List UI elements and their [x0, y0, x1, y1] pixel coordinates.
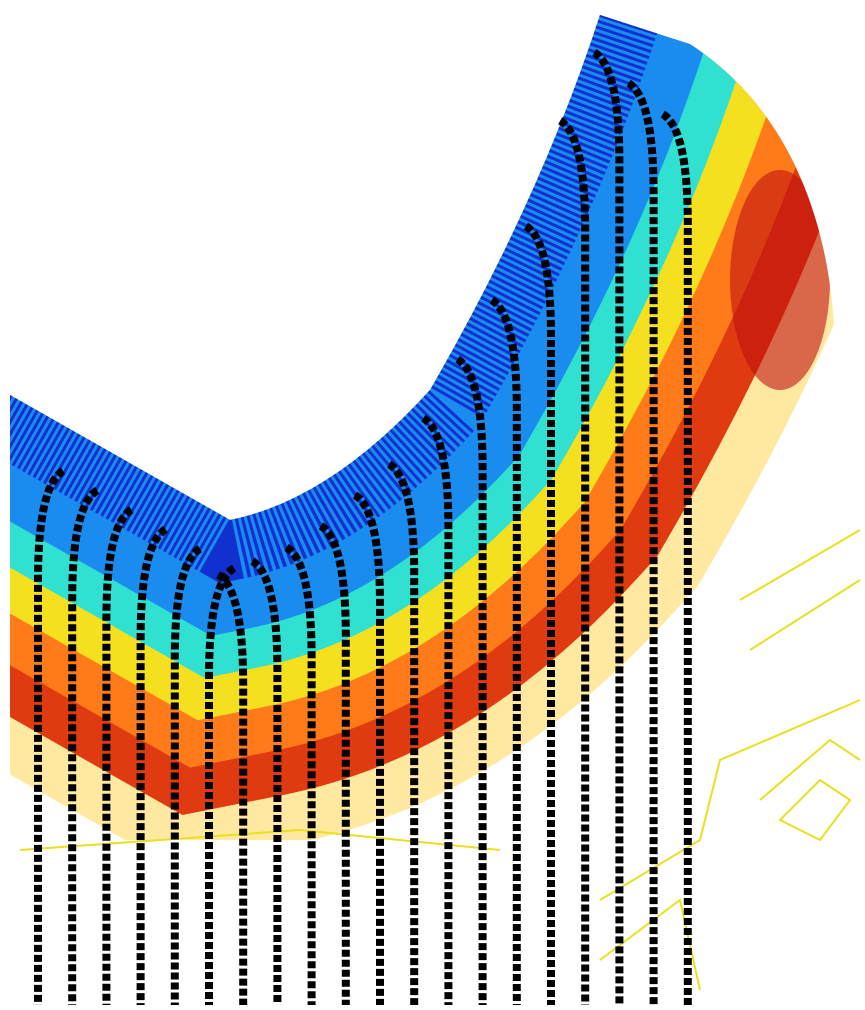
hot-spot [730, 170, 830, 390]
band-lightblue [10, 15, 600, 520]
flow-field-plot [0, 0, 865, 1010]
page: (() => { const g = document.getElementBy… [0, 0, 865, 1010]
lower-blank [0, 840, 865, 1010]
